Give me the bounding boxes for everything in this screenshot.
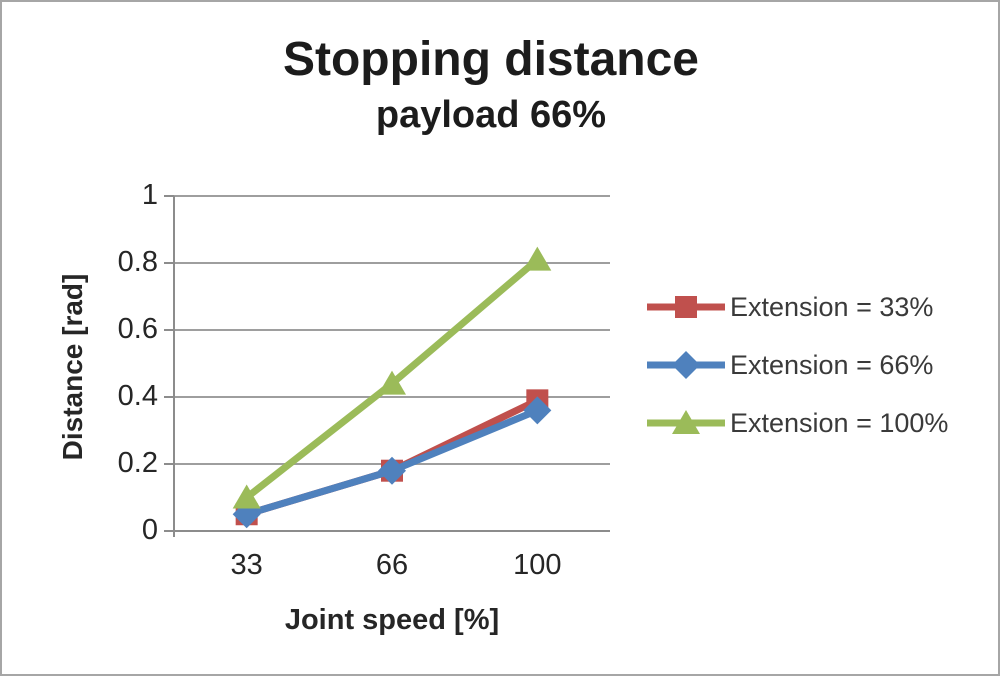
y-tick-label: 0.8 [117, 246, 158, 278]
data-marker-triangle [232, 484, 261, 509]
legend-item: Extension = 66% [645, 347, 933, 383]
data-marker-triangle [378, 370, 406, 395]
legend-label: Extension = 66% [730, 349, 934, 380]
chart-subtitle: payload 66% [375, 94, 607, 136]
legend-label: Extension = 100% [730, 407, 949, 438]
legend: Extension = 33% Extension = 66% Extension … [645, 2, 995, 674]
y-axis-title: Distance [rad] [57, 273, 88, 461]
y-tick-label: 0.2 [117, 447, 158, 479]
legend-marker-square [675, 296, 697, 318]
legend-marker-diamond [672, 351, 700, 379]
data-marker-diamond [378, 456, 406, 485]
x-tick-label: 66 [375, 549, 409, 581]
y-tick-label: 0.6 [117, 313, 158, 345]
chart-title: Stopping distance [282, 33, 699, 86]
legend-item: Extension = 33% [645, 289, 933, 325]
legend-marker-triangle [672, 410, 700, 434]
x-tick-label: 33 [230, 549, 263, 581]
x-axis-title: Joint speed [%] [284, 604, 500, 636]
data-marker-diamond [523, 396, 552, 425]
legend-swatch-square [647, 296, 725, 318]
legend-swatch-diamond [647, 351, 725, 379]
legend-swatch-triangle [647, 410, 725, 434]
x-tick-label: 100 [513, 549, 562, 581]
data-marker-triangle [523, 246, 552, 271]
y-tick-label: 0 [141, 514, 158, 546]
legend-item: Extension = 100% [645, 405, 948, 441]
legend-label: Extension = 33% [730, 291, 934, 322]
y-tick-label: 1 [141, 179, 158, 211]
y-tick-label: 0.4 [117, 380, 158, 412]
